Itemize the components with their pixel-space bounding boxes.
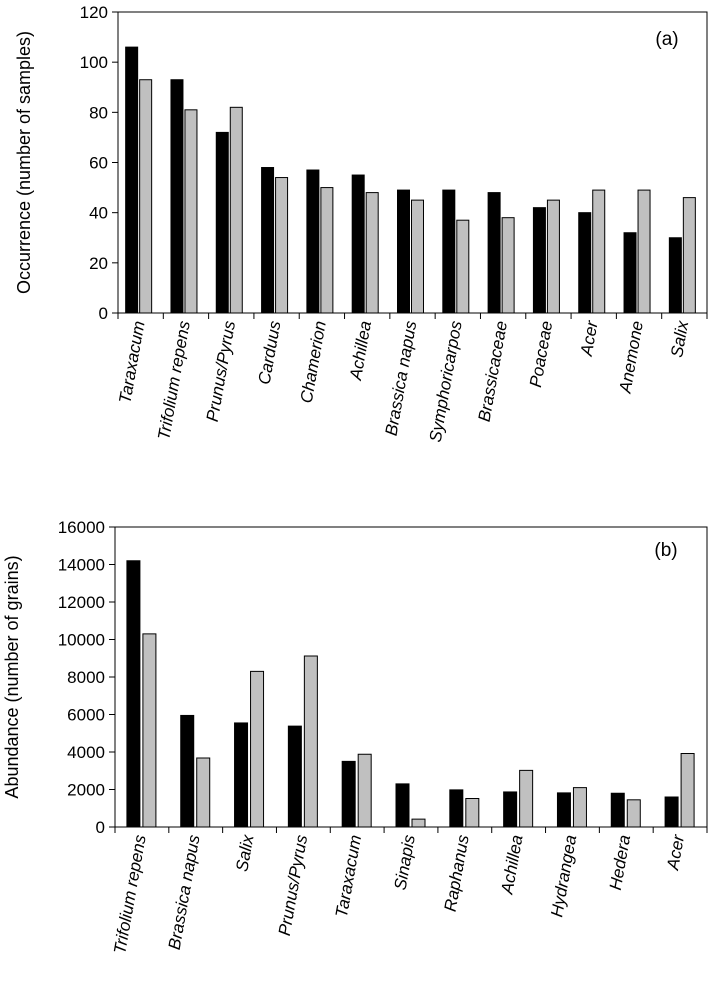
category-label: Carduus bbox=[255, 319, 285, 386]
y-tick-label: 2000 bbox=[67, 781, 105, 800]
category-label: Trifolium repens bbox=[110, 833, 150, 956]
category-label: Achillea bbox=[497, 833, 526, 896]
bar-grey-12 bbox=[682, 197, 696, 314]
bar-grey-10 bbox=[592, 189, 606, 314]
category-label: Symphoricarpos bbox=[426, 319, 466, 444]
bar-grey-2 bbox=[250, 670, 265, 828]
bar-black-10 bbox=[578, 212, 592, 314]
bar-black-8 bbox=[487, 192, 501, 314]
bar-grey-3 bbox=[303, 655, 318, 828]
y-axis-title: Abundance (number of grains) bbox=[2, 555, 22, 798]
category-label: Taraxacum bbox=[115, 319, 148, 405]
bar-grey-10 bbox=[680, 753, 695, 828]
bar-black-3 bbox=[261, 167, 275, 314]
bar-grey-9 bbox=[626, 799, 641, 828]
bar-black-7 bbox=[442, 189, 456, 314]
bar-grey-7 bbox=[456, 219, 470, 314]
category-label: Brassicaceae bbox=[475, 319, 511, 423]
y-tick-label: 8000 bbox=[67, 668, 105, 687]
y-tick-label: 14000 bbox=[58, 556, 105, 575]
category-label: Brassica napus bbox=[382, 319, 421, 437]
bar-black-1 bbox=[180, 714, 195, 828]
category-label: Prunus/Pyrus bbox=[203, 319, 240, 423]
y-tick-label: 0 bbox=[99, 304, 108, 323]
y-axis-title: Occurrence (number of samples) bbox=[14, 31, 34, 294]
category-label: Trifolium repens bbox=[154, 319, 194, 442]
bar-grey-8 bbox=[501, 217, 515, 314]
y-tick-label: 40 bbox=[89, 204, 108, 223]
category-label: Poaceae bbox=[526, 319, 556, 388]
category-label: Hedera bbox=[606, 833, 634, 891]
bar-grey-1 bbox=[196, 757, 211, 828]
category-label: Anemone bbox=[615, 319, 647, 395]
bar-black-9 bbox=[610, 792, 625, 828]
y-tick-label: 6000 bbox=[67, 706, 105, 725]
bar-black-9 bbox=[532, 207, 546, 314]
bar-grey-3 bbox=[275, 177, 289, 314]
y-tick-label: 16000 bbox=[58, 518, 105, 537]
category-label: Acer bbox=[663, 832, 688, 872]
bar-black-6 bbox=[397, 189, 410, 314]
y-tick-label: 80 bbox=[89, 103, 108, 122]
bar-grey-6 bbox=[411, 199, 424, 314]
bar-grey-2 bbox=[229, 106, 243, 314]
category-label: Sinapis bbox=[391, 833, 419, 892]
bar-grey-0 bbox=[142, 633, 157, 828]
bar-black-2 bbox=[234, 722, 249, 828]
y-tick-label: 20 bbox=[89, 254, 108, 273]
chart-panel-b: 0 2000 4000 6000 8000 10000 12000 14000 16000 Tri… bbox=[2, 518, 708, 956]
category-label: Prunus/Pyrus bbox=[275, 833, 312, 937]
y-tick-label: 120 bbox=[80, 3, 108, 22]
bar-black-3 bbox=[287, 725, 302, 828]
y-tick-label: 0 bbox=[96, 818, 105, 837]
y-tick-label: 100 bbox=[80, 53, 108, 72]
bar-grey-4 bbox=[357, 753, 372, 828]
bar-black-4 bbox=[306, 169, 320, 314]
category-label: Salix bbox=[232, 833, 257, 873]
bar-black-4 bbox=[341, 760, 356, 828]
y-tick-label: 10000 bbox=[58, 631, 105, 650]
category-label: Brassica napus bbox=[165, 833, 204, 951]
y-tick-label: 60 bbox=[89, 154, 108, 173]
bar-black-12 bbox=[668, 237, 682, 314]
bar-grey-0 bbox=[139, 79, 153, 314]
bar-grey-5 bbox=[411, 818, 426, 828]
bar-black-8 bbox=[556, 792, 571, 828]
bar-grey-6 bbox=[465, 798, 480, 828]
category-label: Acer bbox=[577, 318, 602, 358]
bar-black-6 bbox=[449, 789, 464, 828]
bar-grey-11 bbox=[637, 189, 651, 314]
y-tick-label: 12000 bbox=[58, 593, 105, 612]
bar-grey-7 bbox=[519, 769, 534, 828]
bar-grey-1 bbox=[184, 109, 198, 314]
bar-black-7 bbox=[503, 791, 518, 828]
bar-black-1 bbox=[170, 79, 184, 314]
category-label: Salix bbox=[667, 319, 692, 359]
bar-grey-4 bbox=[320, 187, 334, 314]
panel-label: (a) bbox=[655, 29, 678, 50]
panel-label: (b) bbox=[654, 540, 677, 561]
bar-black-5 bbox=[395, 783, 410, 828]
bar-black-2 bbox=[215, 131, 229, 314]
bar-grey-9 bbox=[546, 199, 560, 314]
y-tick-label: 4000 bbox=[67, 743, 105, 762]
category-label: Taraxacum bbox=[332, 833, 365, 919]
category-label: Hydrangea bbox=[547, 833, 580, 918]
bar-grey-8 bbox=[572, 787, 587, 828]
category-label: Achillea bbox=[346, 319, 375, 382]
bar-black-5 bbox=[351, 174, 365, 314]
bar-grey-5 bbox=[365, 192, 379, 314]
chart-panel-a: 0 20 40 60 80 100 120 Taraxacum Trifolium repens… bbox=[14, 3, 708, 444]
bar-black-0 bbox=[125, 46, 139, 314]
category-label: Chamerion bbox=[297, 319, 330, 404]
category-label: Raphanus bbox=[441, 833, 473, 913]
bar-black-11 bbox=[623, 232, 637, 314]
bar-black-0 bbox=[126, 560, 141, 828]
bar-black-10 bbox=[664, 796, 679, 828]
